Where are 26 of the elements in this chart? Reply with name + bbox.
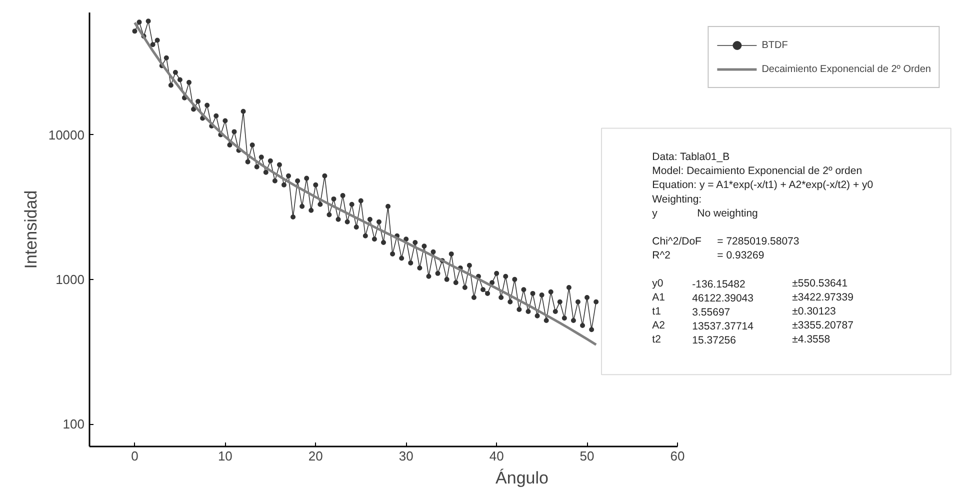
text: t1 3.55697 ±0.30123 <box>652 306 836 319</box>
text: Chi^2/DoF = 7285019.58073 <box>652 235 800 248</box>
text: y0 -136.15482 ±550.53641 <box>652 277 848 290</box>
text: A2 13537.37714 ±3355.20787 <box>652 320 854 333</box>
x-tick-label: 20 <box>308 448 323 464</box>
x-tick-label: 10 <box>218 448 232 464</box>
x-tick-label: 50 <box>580 448 594 464</box>
x-tick-label: 30 <box>398 448 414 464</box>
legend-label: Decaimiento Exponencial de 2º Orden <box>762 64 931 74</box>
y-tick-label: 1000 <box>56 272 84 287</box>
text: y No weighting <box>652 207 758 220</box>
x-tick-label: 0 <box>131 448 138 464</box>
x-tick-label: 60 <box>670 448 685 464</box>
text: R^2 = 0.93269 <box>652 249 764 262</box>
y-tick-label: 10000 <box>48 127 85 142</box>
x-tick-label: 40 <box>489 448 504 464</box>
text: A1 46122.39043 ±3422.97339 <box>652 291 854 304</box>
annotation: Equation: y = A1*exp(-x/t1) + A2*exp(-x/t2) + y0 <box>652 179 874 192</box>
y-tick-label: 100 <box>62 416 85 432</box>
annotation: Data: Tabla01_B <box>652 151 730 164</box>
text: t2 15.37256 ±4.3558 <box>652 334 830 347</box>
x-axis-title: Ángulo <box>496 468 548 488</box>
annotation: Weighting: <box>652 193 702 206</box>
legend-label: BTDF <box>762 40 788 50</box>
y-axis-title: Intensidad <box>21 190 40 269</box>
annotation: Model: Decaimiento Exponencial de 2º orden <box>652 165 862 178</box>
